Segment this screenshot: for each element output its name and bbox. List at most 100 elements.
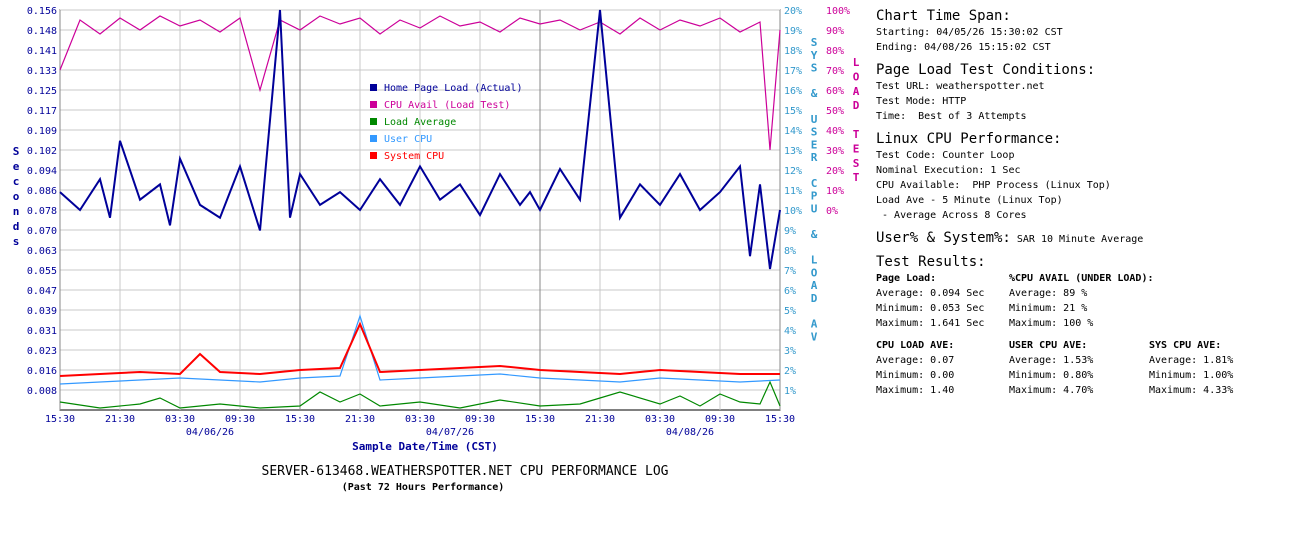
test-url: Test URL: weatherspotter.net [876, 81, 1045, 92]
legend-entry: CPU Avail (Load Test) [384, 100, 510, 111]
y-mid-axis-title-char: Y [811, 49, 818, 62]
y-mid-tick-label: 6% [784, 286, 796, 297]
x-tick-label: 03:30 [165, 414, 195, 425]
y-mid-axis-title-char: & [811, 87, 818, 100]
cpu-load-minimum: Minimum: 0.00 [876, 370, 955, 381]
y-mid-tick-label: 2% [784, 366, 796, 377]
y-left-axis-title-char: n [13, 205, 20, 218]
y-left-tick-label: 0.148 [27, 26, 57, 37]
y-mid-axis-title-char: & [811, 228, 818, 241]
y-left-tick-label: 0.055 [27, 266, 57, 277]
x-tick-label: 09:30 [465, 414, 495, 425]
page-load-average: Average: 0.094 Sec [876, 288, 985, 299]
y-left-axis-title-char: o [13, 190, 20, 203]
y-right-tick-label: 0% [826, 206, 838, 217]
y-left-tick-label: 0.141 [27, 46, 57, 57]
y-right-axis-title-char: L [853, 56, 860, 69]
usersys-row: User% & System%: SAR 10 Minute Average [876, 230, 1296, 247]
y-right-tick-label: 10% [826, 186, 844, 197]
y-left-axis-title-char: s [13, 235, 20, 248]
y-left-tick-label: 0.133 [27, 66, 57, 77]
y-left-tick-label: 0.102 [27, 146, 57, 157]
y-mid-tick-label: 13% [784, 146, 802, 157]
y-mid-axis-title-char: O [811, 266, 818, 279]
chart-subtitle: (Past 72 Hours Performance) [342, 482, 505, 493]
y-mid-axis-title-char: D [811, 292, 818, 305]
average-across: - Average Across 8 Cores [876, 210, 1027, 221]
x-date-label: 04/06/26 [186, 427, 234, 438]
series-line-user-cpu [59, 314, 781, 385]
legend-entry: User CPU [384, 134, 432, 145]
axis-labels: 0.156 0.148 0.141 0.133 0.125 0.117 0.109 0.102… [13, 6, 860, 438]
y-right-tick-label: 40% [826, 126, 844, 137]
y-left-tick-label: 0.117 [27, 106, 57, 117]
y-mid-axis-title-char: A [811, 279, 818, 292]
y-mid-tick-label: 18% [784, 46, 802, 57]
y-left-tick-label: 0.070 [27, 226, 57, 237]
y-mid-tick-label: 7% [784, 266, 796, 277]
y-left-tick-label: 0.086 [27, 186, 57, 197]
y-right-tick-label: 20% [826, 166, 844, 177]
x-tick-label: 15:30 [765, 414, 795, 425]
y-mid-axis-title-char: L [811, 254, 818, 267]
y-mid-tick-label: 16% [784, 86, 802, 97]
test-time: Time: Best of 3 Attempts [876, 111, 1027, 122]
series-line-cpu-avail-load-test [59, 15, 781, 151]
y-left-tick-label: 0.063 [27, 246, 57, 257]
y-mid-tick-label: 3% [784, 346, 796, 357]
y-mid-tick-label: 9% [784, 226, 796, 237]
y-mid-tick-label: 12% [784, 166, 802, 177]
test-mode: Test Mode: HTTP [876, 96, 967, 107]
y-right-axis-title-char: T [853, 128, 860, 141]
y-left-axis-title-char: c [13, 175, 20, 188]
y-left-tick-label: 0.016 [27, 366, 57, 377]
y-mid-tick-label: 8% [784, 246, 796, 257]
y-mid-axis-title-char: R [811, 151, 818, 164]
y-mid-tick-label: 5% [784, 306, 796, 317]
y-mid-tick-label: 10% [784, 206, 802, 217]
cpu-avail-block: %CPU AVAIL (UNDER LOAD): Average: 89 % M… [1009, 271, 1209, 331]
results-title: Test Results: [876, 254, 986, 270]
page-load-minimum: Minimum: 0.053 Sec [876, 303, 985, 314]
y-left-tick-label: 0.156 [27, 6, 57, 17]
x-tick-label: 21:30 [585, 414, 615, 425]
y-mid-tick-label: 15% [784, 106, 802, 117]
y-left-axis-title-char: S [13, 145, 20, 158]
legend-entry: System CPU [384, 151, 444, 162]
y-right-tick-label: 100% [826, 6, 850, 17]
time-span-end: Ending: 04/08/26 15:15:02 CST [876, 42, 1051, 53]
sys-cpu-block: SYS CPU AVE: Average: 1.81% Minimum: 1.0… [1149, 338, 1289, 398]
cpu-load-heading: CPU LOAD AVE: [876, 340, 955, 351]
legend-swatch [370, 135, 377, 142]
series-line-system-cpu [59, 321, 780, 377]
page-load-maximum: Maximum: 1.641 Sec [876, 318, 985, 329]
x-date-label: 04/07/26 [426, 427, 474, 438]
user-cpu-average: Average: 1.53% [1009, 355, 1094, 366]
y-left-tick-label: 0.031 [27, 326, 57, 337]
y-mid-tick-label: 4% [784, 326, 796, 337]
y-left-tick-label: 0.125 [27, 86, 57, 97]
y-left-tick-label: 0.008 [27, 386, 57, 397]
y-mid-tick-label: 14% [784, 126, 802, 137]
series-lines [59, 9, 781, 409]
test-code: Test Code: Counter Loop [876, 150, 1015, 161]
results-top: Page Load: Average: 0.094 Sec Minimum: 0… [876, 271, 1296, 331]
x-tick-label: 21:30 [105, 414, 135, 425]
y-left-tick-label: 0.109 [27, 126, 57, 137]
sys-cpu-heading: SYS CPU AVE: [1149, 340, 1222, 351]
user-cpu-maximum: Maximum: 4.70% [1009, 385, 1094, 396]
linux-title: Linux CPU Performance: [876, 131, 1062, 147]
conditions-title: Page Load Test Conditions: [876, 62, 1096, 78]
legend-swatch [370, 118, 377, 125]
x-tick-label: 03:30 [405, 414, 435, 425]
y-mid-axis-title-char: V [811, 330, 818, 343]
user-cpu-minimum: Minimum: 0.80% [1009, 370, 1094, 381]
legend-swatch [370, 152, 377, 159]
legend-swatch [370, 101, 377, 108]
y-right-axis-title-char: E [853, 142, 860, 155]
nominal-execution: Nominal Execution: 1 Sec [876, 165, 1021, 176]
chart-legend: Home Page Load (Actual) CPU Avail (Load T… [370, 83, 522, 162]
x-tick-label: 09:30 [225, 414, 255, 425]
x-tick-label: 15:30 [525, 414, 555, 425]
